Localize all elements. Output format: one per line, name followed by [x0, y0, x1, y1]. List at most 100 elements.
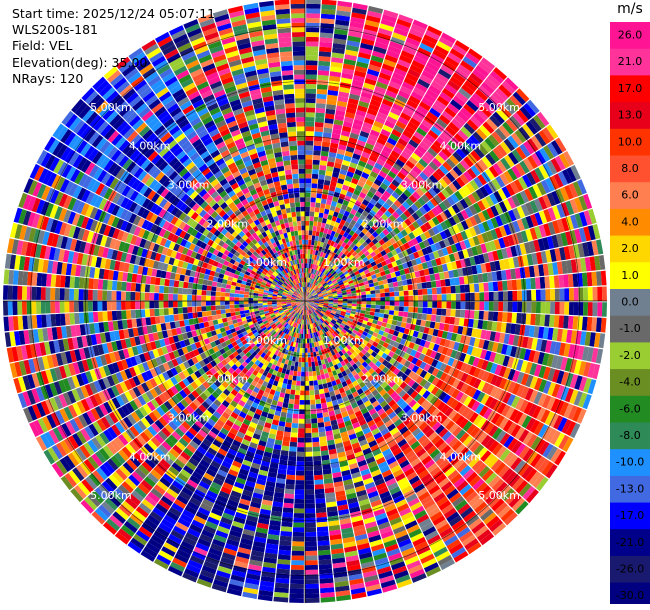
velocity-cell	[373, 120, 384, 129]
velocity-cell	[399, 85, 413, 95]
velocity-cell	[99, 140, 111, 154]
velocity-cell	[171, 358, 179, 367]
velocity-cell	[369, 129, 380, 138]
velocity-cell	[178, 281, 184, 288]
velocity-cell	[174, 320, 181, 328]
velocity-cell	[202, 365, 210, 373]
velocity-cell	[322, 132, 332, 138]
velocity-cell	[279, 254, 284, 260]
velocity-cell	[364, 195, 372, 203]
velocity-cell	[125, 301, 131, 310]
velocity-cell	[248, 354, 255, 361]
velocity-cell	[227, 262, 234, 269]
velocity-cell	[200, 58, 214, 68]
velocity-cell	[38, 168, 49, 183]
velocity-cell	[387, 278, 393, 284]
velocity-cell	[276, 234, 282, 241]
velocity-cell	[17, 301, 23, 315]
velocity-cell	[242, 374, 250, 381]
velocity-cell	[157, 373, 166, 383]
velocity-cell	[426, 200, 435, 210]
velocity-cell	[556, 233, 564, 247]
velocity-cell	[194, 223, 202, 232]
velocity-cell	[339, 283, 345, 288]
velocity-cell	[361, 298, 367, 301]
velocity-cell	[278, 324, 283, 329]
velocity-cell	[80, 372, 89, 385]
velocity-cell	[392, 32, 407, 42]
velocity-cell	[375, 297, 381, 301]
velocity-cell	[121, 431, 133, 443]
velocity-cell	[427, 129, 439, 140]
velocity-cell	[485, 98, 499, 111]
velocity-cell	[207, 207, 215, 216]
velocity-cell	[330, 262, 335, 268]
velocity-cell	[224, 370, 232, 378]
velocity-cell	[189, 32, 204, 42]
velocity-cell	[44, 136, 56, 152]
velocity-cell	[307, 293, 311, 298]
velocity-cell	[116, 310, 122, 320]
velocity-cell	[253, 208, 260, 215]
velocity-cell	[371, 182, 380, 191]
velocity-cell	[149, 292, 155, 301]
velocity-cell	[286, 241, 291, 248]
velocity-cell	[253, 264, 260, 270]
velocity-cell	[110, 73, 124, 87]
velocity-cell	[136, 345, 144, 355]
velocity-cell	[219, 268, 226, 275]
velocity-cell	[291, 211, 297, 218]
velocity-cell	[440, 221, 448, 231]
velocity-cell	[538, 196, 548, 210]
velocity-cell	[568, 183, 579, 198]
velocity-cell	[348, 137, 358, 144]
velocity-cell	[487, 251, 495, 262]
velocity-cell	[321, 274, 326, 279]
velocity-cell	[175, 236, 184, 245]
velocity-cell	[194, 370, 202, 379]
velocity-cell	[385, 233, 393, 240]
velocity-cell	[286, 267, 290, 273]
velocity-cell	[438, 36, 454, 48]
velocity-cell	[260, 130, 270, 137]
velocity-cell	[262, 303, 268, 306]
velocity-cell	[49, 382, 58, 397]
velocity-cell	[365, 163, 374, 171]
velocity-cell	[112, 320, 119, 331]
velocity-cell	[287, 126, 297, 132]
velocity-cell	[316, 93, 327, 100]
velocity-cell	[42, 416, 53, 431]
velocity-cell	[88, 94, 102, 108]
velocity-cell	[310, 289, 314, 294]
velocity-cell	[292, 41, 305, 47]
velocity-cell	[239, 167, 248, 175]
velocity-cell	[302, 297, 305, 301]
velocity-cell	[264, 105, 275, 112]
velocity-cell	[139, 184, 149, 195]
velocity-cell	[68, 363, 76, 376]
velocity-cell	[280, 243, 285, 250]
velocity-cell	[344, 175, 353, 183]
velocity-cell	[260, 346, 267, 353]
velocity-cell	[446, 262, 453, 271]
velocity-cell	[338, 281, 344, 286]
velocity-cell	[367, 68, 380, 77]
velocity-cell	[298, 164, 305, 169]
velocity-cell	[153, 216, 162, 226]
velocity-cell	[341, 277, 347, 282]
velocity-cell	[231, 254, 238, 261]
velocity-cell	[551, 140, 563, 155]
velocity-cell	[118, 484, 131, 497]
velocity-cell	[319, 160, 328, 166]
velocity-cell	[113, 77, 127, 90]
velocity-cell	[443, 271, 450, 279]
velocity-cell	[224, 45, 238, 54]
velocity-cell	[308, 282, 311, 288]
velocity-cell	[289, 197, 295, 204]
velocity-cell	[502, 121, 514, 135]
velocity-cell	[448, 253, 456, 262]
velocity-cell	[350, 128, 361, 135]
velocity-cell	[309, 283, 312, 288]
velocity-cell	[291, 298, 296, 300]
velocity-cell	[69, 288, 75, 301]
